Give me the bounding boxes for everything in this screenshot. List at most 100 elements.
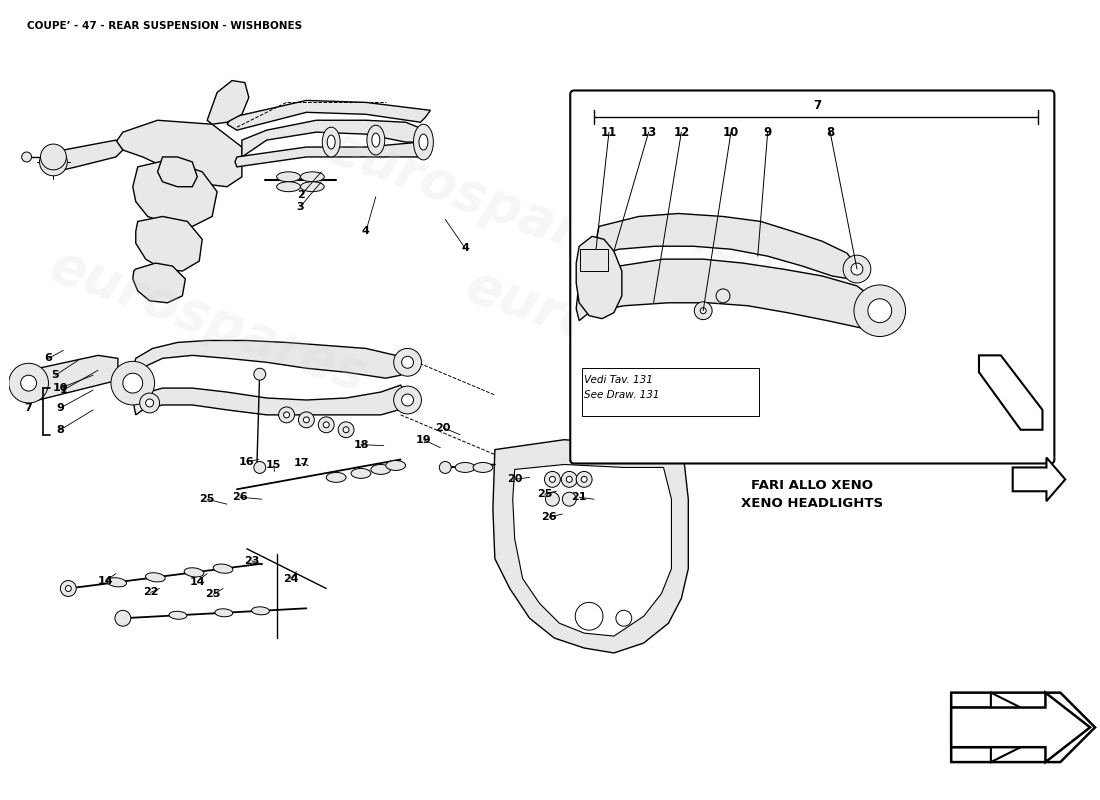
Circle shape [868, 299, 892, 322]
Circle shape [544, 471, 560, 487]
Polygon shape [242, 120, 426, 157]
Polygon shape [513, 465, 671, 636]
Polygon shape [1013, 458, 1065, 501]
Text: 6: 6 [44, 354, 53, 363]
Circle shape [575, 602, 603, 630]
Text: 21: 21 [571, 492, 587, 502]
Circle shape [854, 285, 905, 337]
Polygon shape [235, 142, 426, 167]
Text: eurospares: eurospares [459, 259, 790, 422]
Circle shape [40, 148, 67, 176]
Circle shape [9, 363, 48, 403]
Ellipse shape [327, 135, 336, 149]
Ellipse shape [473, 462, 493, 473]
Polygon shape [952, 693, 1094, 762]
Bar [582, 368, 759, 416]
Circle shape [338, 422, 354, 438]
Text: See Draw. 131: See Draw. 131 [584, 390, 660, 400]
Circle shape [566, 476, 572, 482]
Polygon shape [590, 214, 857, 279]
Text: eurospares: eurospares [42, 239, 373, 402]
Circle shape [549, 476, 556, 482]
Text: 11: 11 [601, 126, 617, 138]
Ellipse shape [107, 578, 126, 587]
Polygon shape [26, 355, 118, 400]
Ellipse shape [184, 568, 204, 577]
Polygon shape [576, 259, 880, 329]
Ellipse shape [327, 473, 346, 482]
Circle shape [561, 471, 578, 487]
Circle shape [21, 375, 36, 391]
Text: 23: 23 [244, 556, 260, 566]
Circle shape [576, 471, 592, 487]
Ellipse shape [372, 133, 379, 147]
Text: 7: 7 [813, 99, 822, 112]
Circle shape [394, 349, 421, 376]
Text: 19: 19 [416, 434, 431, 445]
Ellipse shape [252, 607, 270, 614]
Circle shape [22, 152, 32, 162]
Ellipse shape [386, 461, 406, 470]
Polygon shape [134, 385, 408, 415]
Circle shape [60, 581, 76, 597]
Text: 2: 2 [297, 190, 306, 200]
Text: 22: 22 [143, 587, 158, 598]
Ellipse shape [276, 182, 300, 192]
Text: 3: 3 [297, 202, 305, 211]
Text: 26: 26 [232, 492, 248, 502]
Text: 4: 4 [461, 243, 469, 254]
Circle shape [298, 412, 315, 428]
Ellipse shape [214, 609, 233, 617]
Polygon shape [135, 217, 202, 271]
Text: 9: 9 [763, 126, 772, 138]
Circle shape [439, 462, 451, 474]
Circle shape [111, 362, 155, 405]
Polygon shape [979, 355, 1043, 430]
Ellipse shape [300, 172, 324, 182]
Text: 4: 4 [362, 226, 370, 236]
Polygon shape [207, 81, 249, 124]
Text: 7: 7 [24, 403, 33, 413]
Text: FARI ALLO XENO
XENO HEADLIGHTS: FARI ALLO XENO XENO HEADLIGHTS [741, 479, 883, 510]
Circle shape [318, 417, 334, 433]
Text: 26: 26 [541, 512, 558, 522]
Ellipse shape [419, 134, 428, 150]
Polygon shape [576, 236, 621, 318]
Text: 8: 8 [56, 425, 64, 434]
Text: 14: 14 [98, 575, 113, 586]
Circle shape [46, 155, 60, 169]
Circle shape [716, 289, 730, 302]
Bar [580, 250, 608, 271]
Polygon shape [133, 160, 217, 226]
Ellipse shape [213, 564, 233, 574]
Ellipse shape [300, 182, 324, 192]
Ellipse shape [414, 124, 433, 160]
Circle shape [394, 386, 421, 414]
FancyBboxPatch shape [570, 90, 1055, 463]
Text: 16: 16 [239, 457, 255, 466]
Circle shape [114, 610, 131, 626]
Polygon shape [952, 693, 1060, 762]
Polygon shape [493, 440, 689, 653]
Text: eurospares: eurospares [683, 213, 961, 350]
Text: 10: 10 [723, 126, 739, 138]
Circle shape [546, 492, 559, 506]
Circle shape [145, 399, 154, 407]
Circle shape [254, 462, 266, 474]
Circle shape [851, 263, 862, 275]
Text: 15: 15 [266, 461, 282, 470]
Circle shape [701, 308, 706, 314]
Text: 25: 25 [206, 590, 221, 599]
Ellipse shape [145, 573, 165, 582]
Circle shape [65, 586, 72, 591]
Ellipse shape [322, 127, 340, 157]
Ellipse shape [367, 126, 385, 155]
Text: 25: 25 [199, 494, 214, 504]
Text: 17: 17 [294, 458, 309, 469]
Circle shape [402, 356, 414, 368]
Polygon shape [51, 140, 123, 170]
Circle shape [123, 374, 143, 393]
Polygon shape [157, 157, 197, 186]
Ellipse shape [455, 462, 475, 473]
Circle shape [278, 407, 295, 423]
